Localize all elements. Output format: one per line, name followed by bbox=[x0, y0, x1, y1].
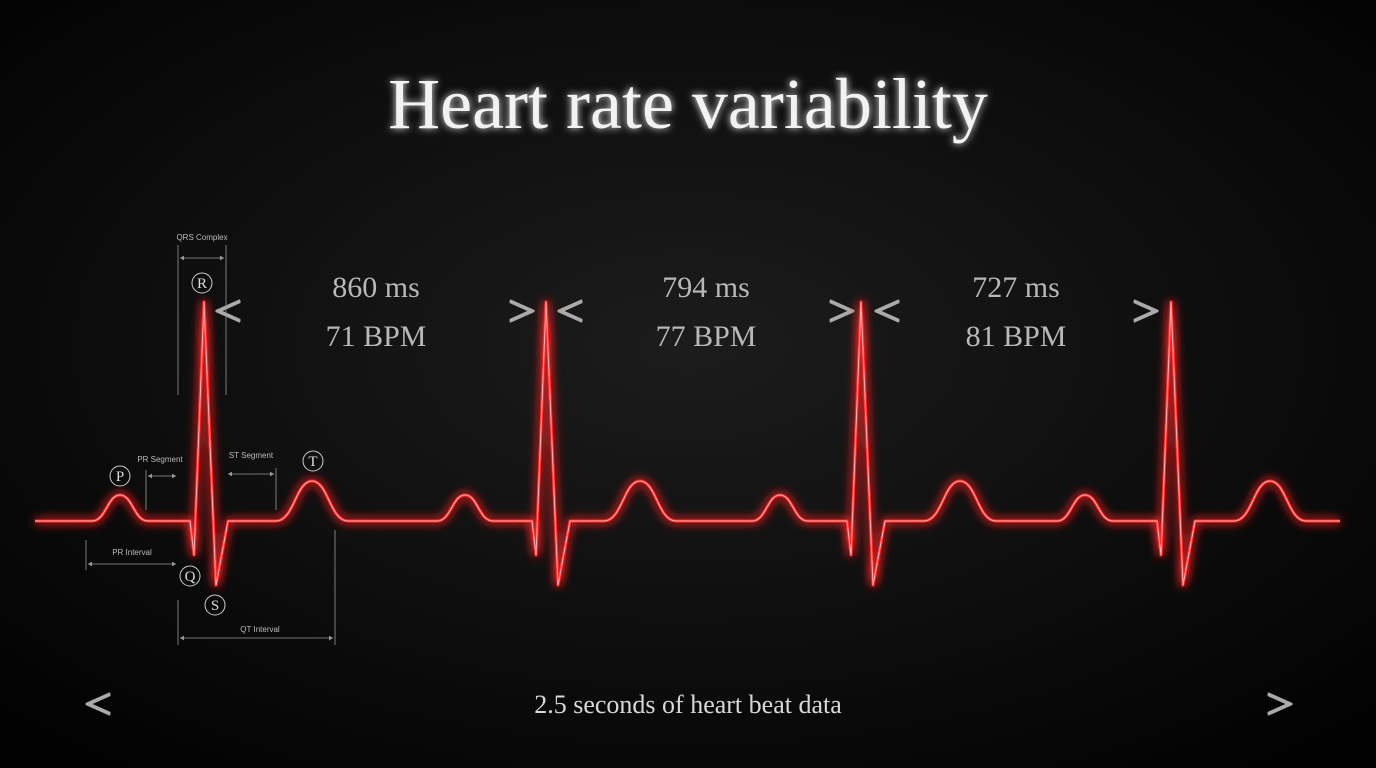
wave-circle bbox=[179, 565, 201, 587]
interval-duration: 860 ms bbox=[332, 271, 420, 304]
annotation: PR Interval bbox=[112, 548, 152, 557]
interval-duration: 727 ms bbox=[972, 271, 1060, 304]
annotation: QRS Complex bbox=[176, 233, 227, 242]
wave-label: R bbox=[197, 276, 207, 292]
wave-label: S bbox=[211, 598, 219, 614]
wave-label: T bbox=[308, 454, 317, 470]
interval-rate: 71 BPM bbox=[326, 320, 427, 353]
annotation: QT Interval bbox=[240, 625, 280, 634]
annotations: QRS Complex PR Segment ST Segment PR Int… bbox=[85, 233, 336, 645]
wave-circle bbox=[191, 272, 213, 294]
wave-label: P bbox=[116, 469, 124, 485]
wave-circle bbox=[302, 450, 324, 472]
interval-rate: 77 BPM bbox=[656, 320, 757, 353]
title: Heart rate variability bbox=[388, 64, 988, 144]
footer: 2.5 seconds of heart beat data bbox=[534, 690, 842, 719]
wave-circle bbox=[204, 594, 226, 616]
annotation: PR Segment bbox=[137, 455, 183, 464]
interval-duration: 794 ms bbox=[662, 271, 750, 304]
annotation: ST Segment bbox=[229, 451, 274, 460]
wave-label: Q bbox=[185, 569, 196, 585]
ecg-core bbox=[35, 301, 1340, 586]
interval-rate: 81 BPM bbox=[966, 320, 1067, 353]
wave-circle bbox=[109, 465, 131, 487]
wave-labels bbox=[109, 272, 324, 616]
